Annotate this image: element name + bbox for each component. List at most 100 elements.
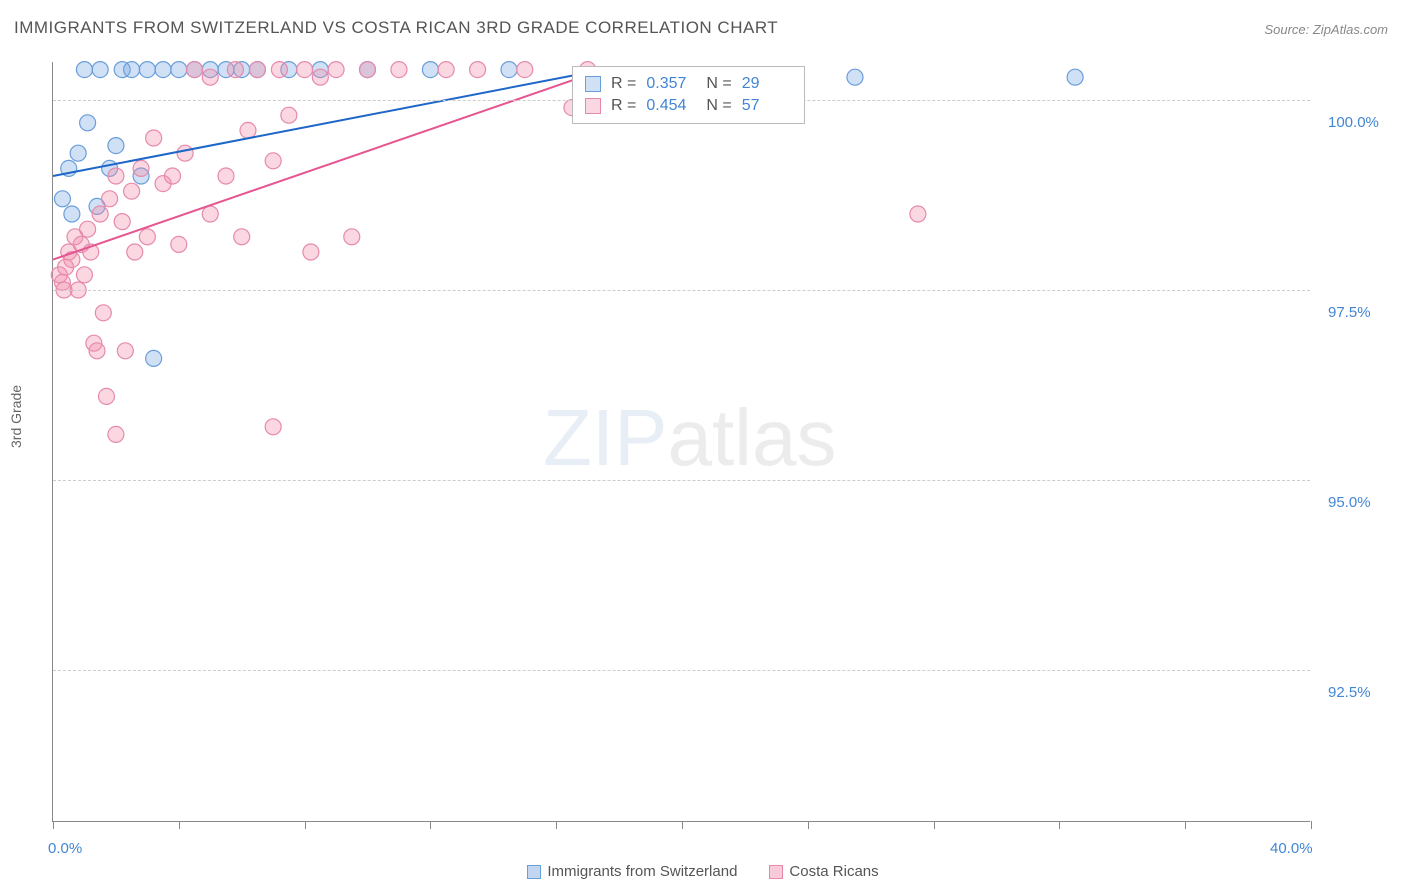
data-point [80, 221, 96, 237]
grid-line [53, 480, 1310, 481]
data-point [54, 191, 70, 207]
x-tick-label: 0.0% [48, 840, 82, 857]
source-label: Source: ZipAtlas.com [1264, 22, 1388, 37]
data-point [303, 244, 319, 260]
y-tick-label: 100.0% [1328, 114, 1379, 131]
chart-title: IMMIGRANTS FROM SWITZERLAND VS COSTA RIC… [14, 18, 778, 38]
data-point [64, 206, 80, 222]
stat-row: R = 0.357 N = 29 [585, 73, 792, 95]
legend-item: Costa Ricans [769, 863, 878, 880]
x-tick [179, 821, 180, 829]
x-tick [53, 821, 54, 829]
y-tick-label: 92.5% [1328, 684, 1371, 701]
data-point [139, 229, 155, 245]
data-point [124, 62, 140, 78]
data-point [218, 168, 234, 184]
stat-n-label: N = [706, 75, 731, 93]
trend-line [53, 70, 603, 176]
data-point [108, 138, 124, 154]
data-point [249, 62, 265, 78]
data-point [171, 62, 187, 78]
data-point [117, 343, 133, 359]
data-point [92, 62, 108, 78]
stat-swatch [585, 98, 601, 114]
legend-swatch [527, 865, 541, 879]
data-point [271, 62, 287, 78]
stat-swatch [585, 76, 601, 92]
data-point [102, 191, 118, 207]
data-point [910, 206, 926, 222]
x-tick-label: 40.0% [1270, 840, 1313, 857]
x-tick [556, 821, 557, 829]
data-point [127, 244, 143, 260]
data-point [847, 69, 863, 85]
data-point [146, 350, 162, 366]
legend-item: Immigrants from Switzerland [527, 863, 737, 880]
data-point [240, 122, 256, 138]
data-point [517, 62, 533, 78]
stat-n-label: N = [706, 97, 731, 115]
grid-line [53, 290, 1310, 291]
data-point [202, 69, 218, 85]
data-point [1067, 69, 1083, 85]
data-point [89, 343, 105, 359]
stat-row: R = 0.454 N = 57 [585, 95, 792, 117]
legend-swatch [769, 865, 783, 879]
data-point [165, 168, 181, 184]
x-tick [682, 821, 683, 829]
data-point [187, 62, 203, 78]
stat-n-value: 57 [742, 97, 792, 115]
data-point [391, 62, 407, 78]
data-point [98, 388, 114, 404]
data-point [155, 62, 171, 78]
data-point [265, 419, 281, 435]
data-point [470, 62, 486, 78]
data-point [312, 69, 328, 85]
y-tick-label: 95.0% [1328, 494, 1371, 511]
data-point [133, 160, 149, 176]
data-point [501, 62, 517, 78]
stat-box: R = 0.357 N = 29 R = 0.454 N = 57 [572, 66, 805, 124]
data-point [265, 153, 281, 169]
data-point [227, 62, 243, 78]
data-point [139, 62, 155, 78]
data-point [114, 214, 130, 230]
data-point [146, 130, 162, 146]
data-point [171, 236, 187, 252]
y-tick-label: 97.5% [1328, 304, 1371, 321]
data-point [124, 183, 140, 199]
data-point [344, 229, 360, 245]
x-tick [934, 821, 935, 829]
scatter-plot: ZIPatlas [52, 62, 1310, 822]
stat-r-value: 0.454 [646, 97, 696, 115]
x-tick [1059, 821, 1060, 829]
x-tick [1311, 821, 1312, 829]
data-point [360, 62, 376, 78]
data-point [202, 206, 218, 222]
x-tick [1185, 821, 1186, 829]
data-point [95, 305, 111, 321]
x-tick [808, 821, 809, 829]
stat-n-value: 29 [742, 75, 792, 93]
data-point [422, 62, 438, 78]
data-point [328, 62, 344, 78]
data-point [92, 206, 108, 222]
data-point [76, 62, 92, 78]
stat-r-label: R = [611, 97, 636, 115]
x-tick [305, 821, 306, 829]
grid-line [53, 670, 1310, 671]
y-axis-label: 3rd Grade [8, 385, 24, 448]
stat-r-value: 0.357 [646, 75, 696, 93]
data-point [80, 115, 96, 131]
stat-r-label: R = [611, 75, 636, 93]
x-tick [430, 821, 431, 829]
data-point [108, 168, 124, 184]
plot-svg [53, 62, 1311, 822]
data-point [234, 229, 250, 245]
legend-label: Immigrants from Switzerland [547, 863, 737, 880]
data-point [297, 62, 313, 78]
data-point [281, 107, 297, 123]
data-point [438, 62, 454, 78]
data-point [177, 145, 193, 161]
data-point [76, 267, 92, 283]
